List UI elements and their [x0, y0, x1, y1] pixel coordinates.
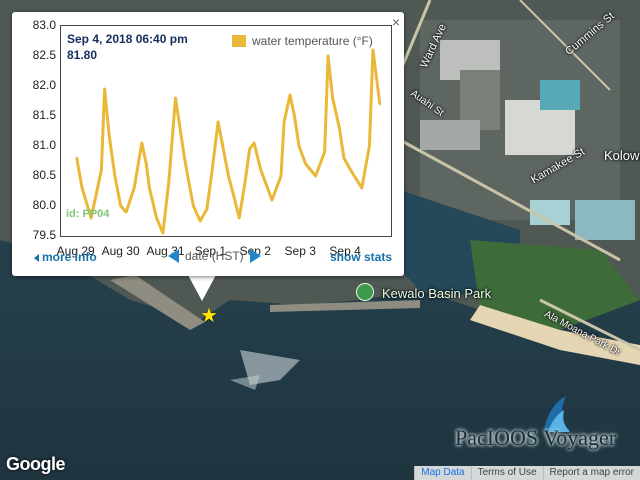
more-info-label: more info [42, 250, 97, 264]
x-tick-label: Aug 30 [101, 244, 140, 258]
report-map-error-link[interactable]: Report a map error [542, 466, 640, 480]
data-point [270, 198, 274, 202]
data-point [89, 216, 93, 220]
data-point [167, 180, 170, 184]
data-point [133, 186, 136, 190]
map-data-link[interactable]: Map Data [414, 466, 471, 480]
legend-label: water temperature (°F) [252, 34, 373, 48]
chart-plot-area[interactable] [60, 25, 392, 237]
y-tick-label: 79.5 [32, 228, 56, 242]
data-point [326, 54, 330, 58]
data-point [103, 87, 106, 91]
data-point [248, 147, 251, 151]
data-point [174, 96, 177, 100]
data-point [331, 96, 334, 100]
readout-value: 81.80 [67, 48, 98, 62]
date-navigation: date (HST) [168, 249, 261, 263]
data-point [259, 168, 262, 172]
data-point [293, 114, 296, 118]
chart-legend: water temperature (°F) [232, 34, 373, 48]
y-tick-label: 81.5 [32, 108, 56, 122]
brand-text: PacIOOS Voyager [455, 425, 617, 450]
y-tick-label: 81.0 [32, 138, 56, 152]
data-point [145, 162, 148, 166]
data-point [140, 141, 143, 145]
neighborhood-label-kolowalu: Kolowalu [604, 148, 640, 163]
x-tick-label: Sep 3 [284, 244, 316, 258]
data-point [80, 186, 84, 190]
data-point [188, 186, 192, 190]
data-point [371, 48, 375, 52]
data-point [360, 186, 363, 190]
station-star-icon[interactable]: ★ [200, 305, 218, 327]
data-point [155, 216, 158, 220]
x-tick-label: Sep 4 [329, 244, 361, 258]
series-line-0 [75, 48, 382, 235]
data-point [148, 186, 151, 190]
pacioos-voyager-logo [544, 396, 570, 433]
data-point [314, 174, 317, 178]
data-point [124, 210, 128, 214]
y-tick-label: 80.5 [32, 168, 56, 182]
data-point [183, 156, 186, 160]
caret-left-icon [34, 253, 39, 262]
map-attribution: Map Data Terms of Use Report a map error [414, 466, 640, 480]
previous-arrow-icon[interactable] [168, 249, 179, 263]
park-label: Kewalo Basin Park [382, 286, 492, 301]
data-point [113, 174, 117, 178]
data-point [243, 180, 247, 184]
data-point [297, 144, 301, 148]
y-tick-label: 83.0 [32, 18, 56, 32]
data-point [210, 174, 213, 178]
data-point [338, 126, 341, 130]
data-point [205, 207, 209, 211]
show-stats-link[interactable]: show stats [330, 250, 393, 264]
data-point [342, 156, 346, 160]
next-arrow-icon[interactable] [249, 249, 261, 263]
x-tick-label: Sep 1 [194, 244, 227, 258]
data-point [75, 156, 78, 160]
more-info-link[interactable]: more info [34, 250, 97, 264]
data-point [252, 141, 256, 145]
station-popup: × 83.0 82.5 82.0 81.5 81.0 80.5 80.0 79.5 Aug 2… [12, 12, 404, 276]
popup-tail [188, 275, 216, 301]
data-point [304, 162, 307, 166]
data-point [227, 174, 230, 178]
y-tick-label: 82.0 [32, 78, 56, 92]
close-button[interactable]: × [391, 14, 401, 30]
data-point [282, 120, 286, 124]
x-axis-control-label: date (HST) [185, 249, 244, 263]
data-point [368, 144, 371, 148]
park-pin-icon[interactable] [356, 283, 374, 301]
legend-swatch [232, 35, 246, 47]
data-point [323, 150, 326, 154]
data-point [378, 102, 381, 106]
y-tick-label: 82.5 [32, 48, 56, 62]
data-point [119, 204, 122, 208]
readout-date: Sep 4, 2018 06:40 pm [67, 32, 188, 46]
data-point [279, 174, 283, 178]
water-temperature-chart [75, 48, 382, 235]
data-point [238, 216, 241, 220]
data-point [100, 168, 103, 172]
terms-of-use-link[interactable]: Terms of Use [470, 466, 543, 480]
data-point [349, 168, 352, 172]
google-logo: Google [6, 454, 66, 474]
data-point [288, 93, 292, 97]
data-point [107, 132, 111, 136]
data-point [199, 219, 202, 223]
y-tick-label: 80.0 [32, 198, 56, 212]
data-point [233, 198, 236, 202]
data-point [192, 204, 195, 208]
x-tick-label: Aug 29 [56, 244, 95, 258]
data-point [161, 231, 165, 235]
data-point [216, 120, 220, 124]
station-id: id: PP04 [66, 208, 110, 220]
